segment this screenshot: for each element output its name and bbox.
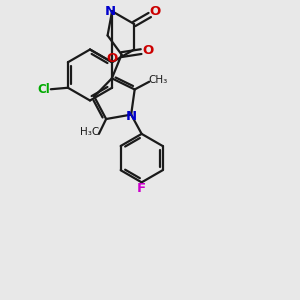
Text: N: N — [105, 5, 116, 18]
Text: H₃C: H₃C — [80, 127, 99, 137]
Text: F: F — [137, 182, 146, 195]
Text: CH₃: CH₃ — [148, 75, 167, 85]
Text: Cl: Cl — [38, 83, 50, 96]
Text: O: O — [106, 52, 118, 65]
Text: N: N — [126, 110, 137, 123]
Text: O: O — [142, 44, 153, 57]
Text: O: O — [150, 5, 161, 18]
